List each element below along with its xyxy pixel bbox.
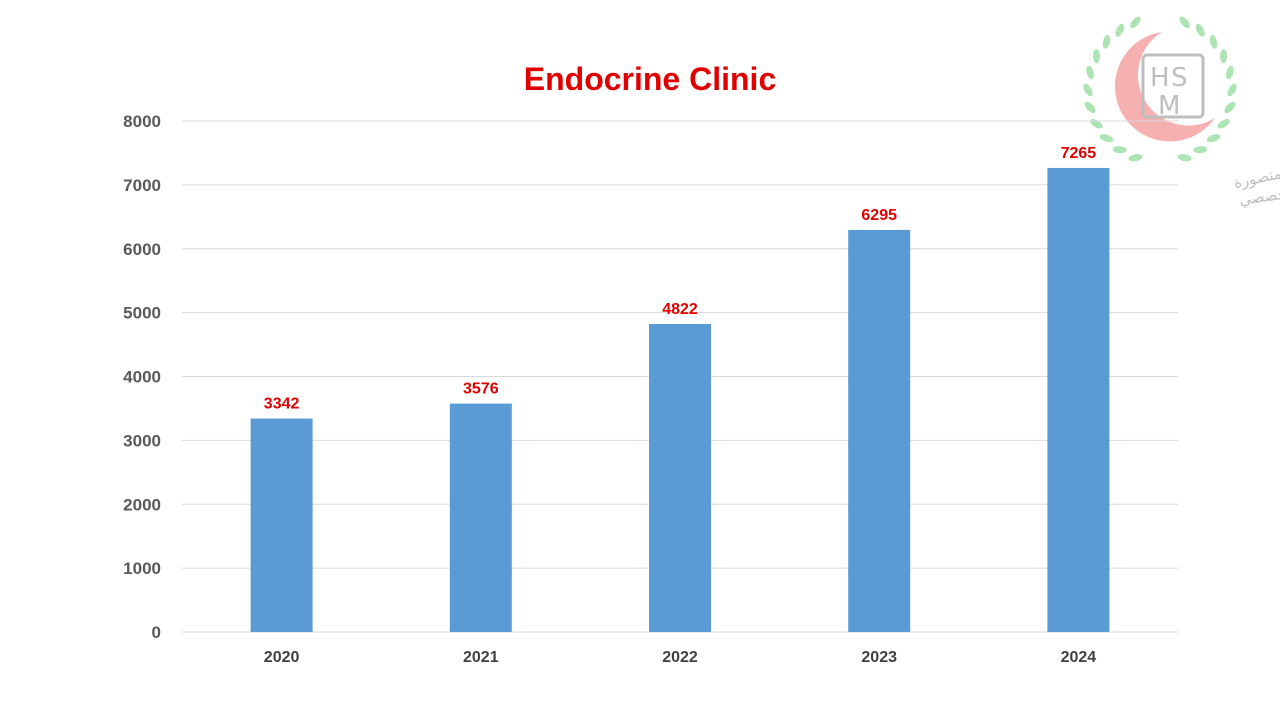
data-label-2020: 3342: [264, 396, 300, 413]
wreath-leaf: [1084, 101, 1096, 114]
wreath-leaf: [1130, 16, 1141, 29]
crescent-icon: [1114, 32, 1215, 142]
bar-2024: [1047, 167, 1110, 632]
wreath-leaf: [1102, 34, 1111, 49]
data-label-2023: 6295: [861, 207, 897, 224]
wreath-leaf: [1206, 134, 1221, 143]
wreath-leaf: [1193, 146, 1208, 154]
wreath-leaf: [1115, 23, 1125, 37]
svg-text:M: M: [1158, 91, 1180, 121]
y-tick-label: 3000: [123, 431, 161, 450]
y-tick-label: 1000: [123, 559, 161, 578]
wreath-leaf: [1224, 101, 1236, 114]
bar-2020: [250, 418, 313, 632]
svg-text:S: S: [1171, 63, 1188, 93]
wreath-leaf: [1195, 23, 1205, 37]
y-tick-label: 6000: [123, 240, 161, 259]
y-tick-label: 4000: [123, 368, 161, 387]
wreath-icon: [1083, 16, 1237, 162]
x-tick-label: 2024: [1061, 649, 1097, 666]
hospital-logo: H S M جامعة المنصورة مستشفى الباطنة التخ…: [1083, 16, 1280, 210]
x-tick-label: 2020: [264, 649, 300, 666]
bar-2022: [649, 323, 711, 632]
y-tick-label: 7000: [123, 176, 161, 195]
bars: [250, 167, 1110, 633]
wreath-leaf: [1092, 49, 1100, 64]
data-label-2024: 7265: [1061, 145, 1097, 162]
wreath-leaf: [1177, 154, 1192, 162]
y-tick-label: 8000: [123, 112, 161, 131]
wreath-leaf: [1090, 119, 1103, 129]
bar-2023: [848, 229, 911, 633]
y-tick-label: 5000: [123, 304, 161, 323]
x-axis: 2020 2021 2022 2023 2024: [264, 649, 1096, 666]
wreath-leaf: [1220, 49, 1228, 64]
wreath-leaf: [1086, 65, 1095, 80]
bar-2021: [449, 403, 512, 632]
wreath-leaf: [1099, 134, 1114, 143]
chart-title: Endocrine Clinic: [524, 61, 776, 97]
data-label-2022: 4822: [662, 301, 698, 318]
x-tick-label: 2022: [662, 649, 698, 666]
wreath-leaf: [1083, 83, 1093, 97]
x-tick-label: 2023: [861, 649, 897, 666]
hsm-monogram-icon: H S M: [1141, 53, 1205, 121]
data-label-2021: 3576: [463, 381, 499, 398]
data-labels: 3342 3576 4822 6295 7265: [264, 145, 1096, 413]
svg-text:H: H: [1150, 63, 1170, 93]
wreath-leaf: [1128, 154, 1143, 162]
y-axis: 0 1000 2000 3000 4000 5000 6000 7000 8000: [123, 112, 161, 642]
y-tick-label: 0: [152, 623, 161, 642]
wreath-leaf: [1227, 83, 1237, 97]
x-tick-label: 2021: [463, 649, 499, 666]
wreath-leaf: [1225, 65, 1234, 80]
wreath-leaf: [1179, 16, 1190, 29]
wreath-leaf: [1209, 34, 1218, 49]
wreath-leaf: [1112, 146, 1127, 154]
wreath-leaf: [1217, 119, 1230, 129]
y-tick-label: 2000: [123, 495, 161, 514]
